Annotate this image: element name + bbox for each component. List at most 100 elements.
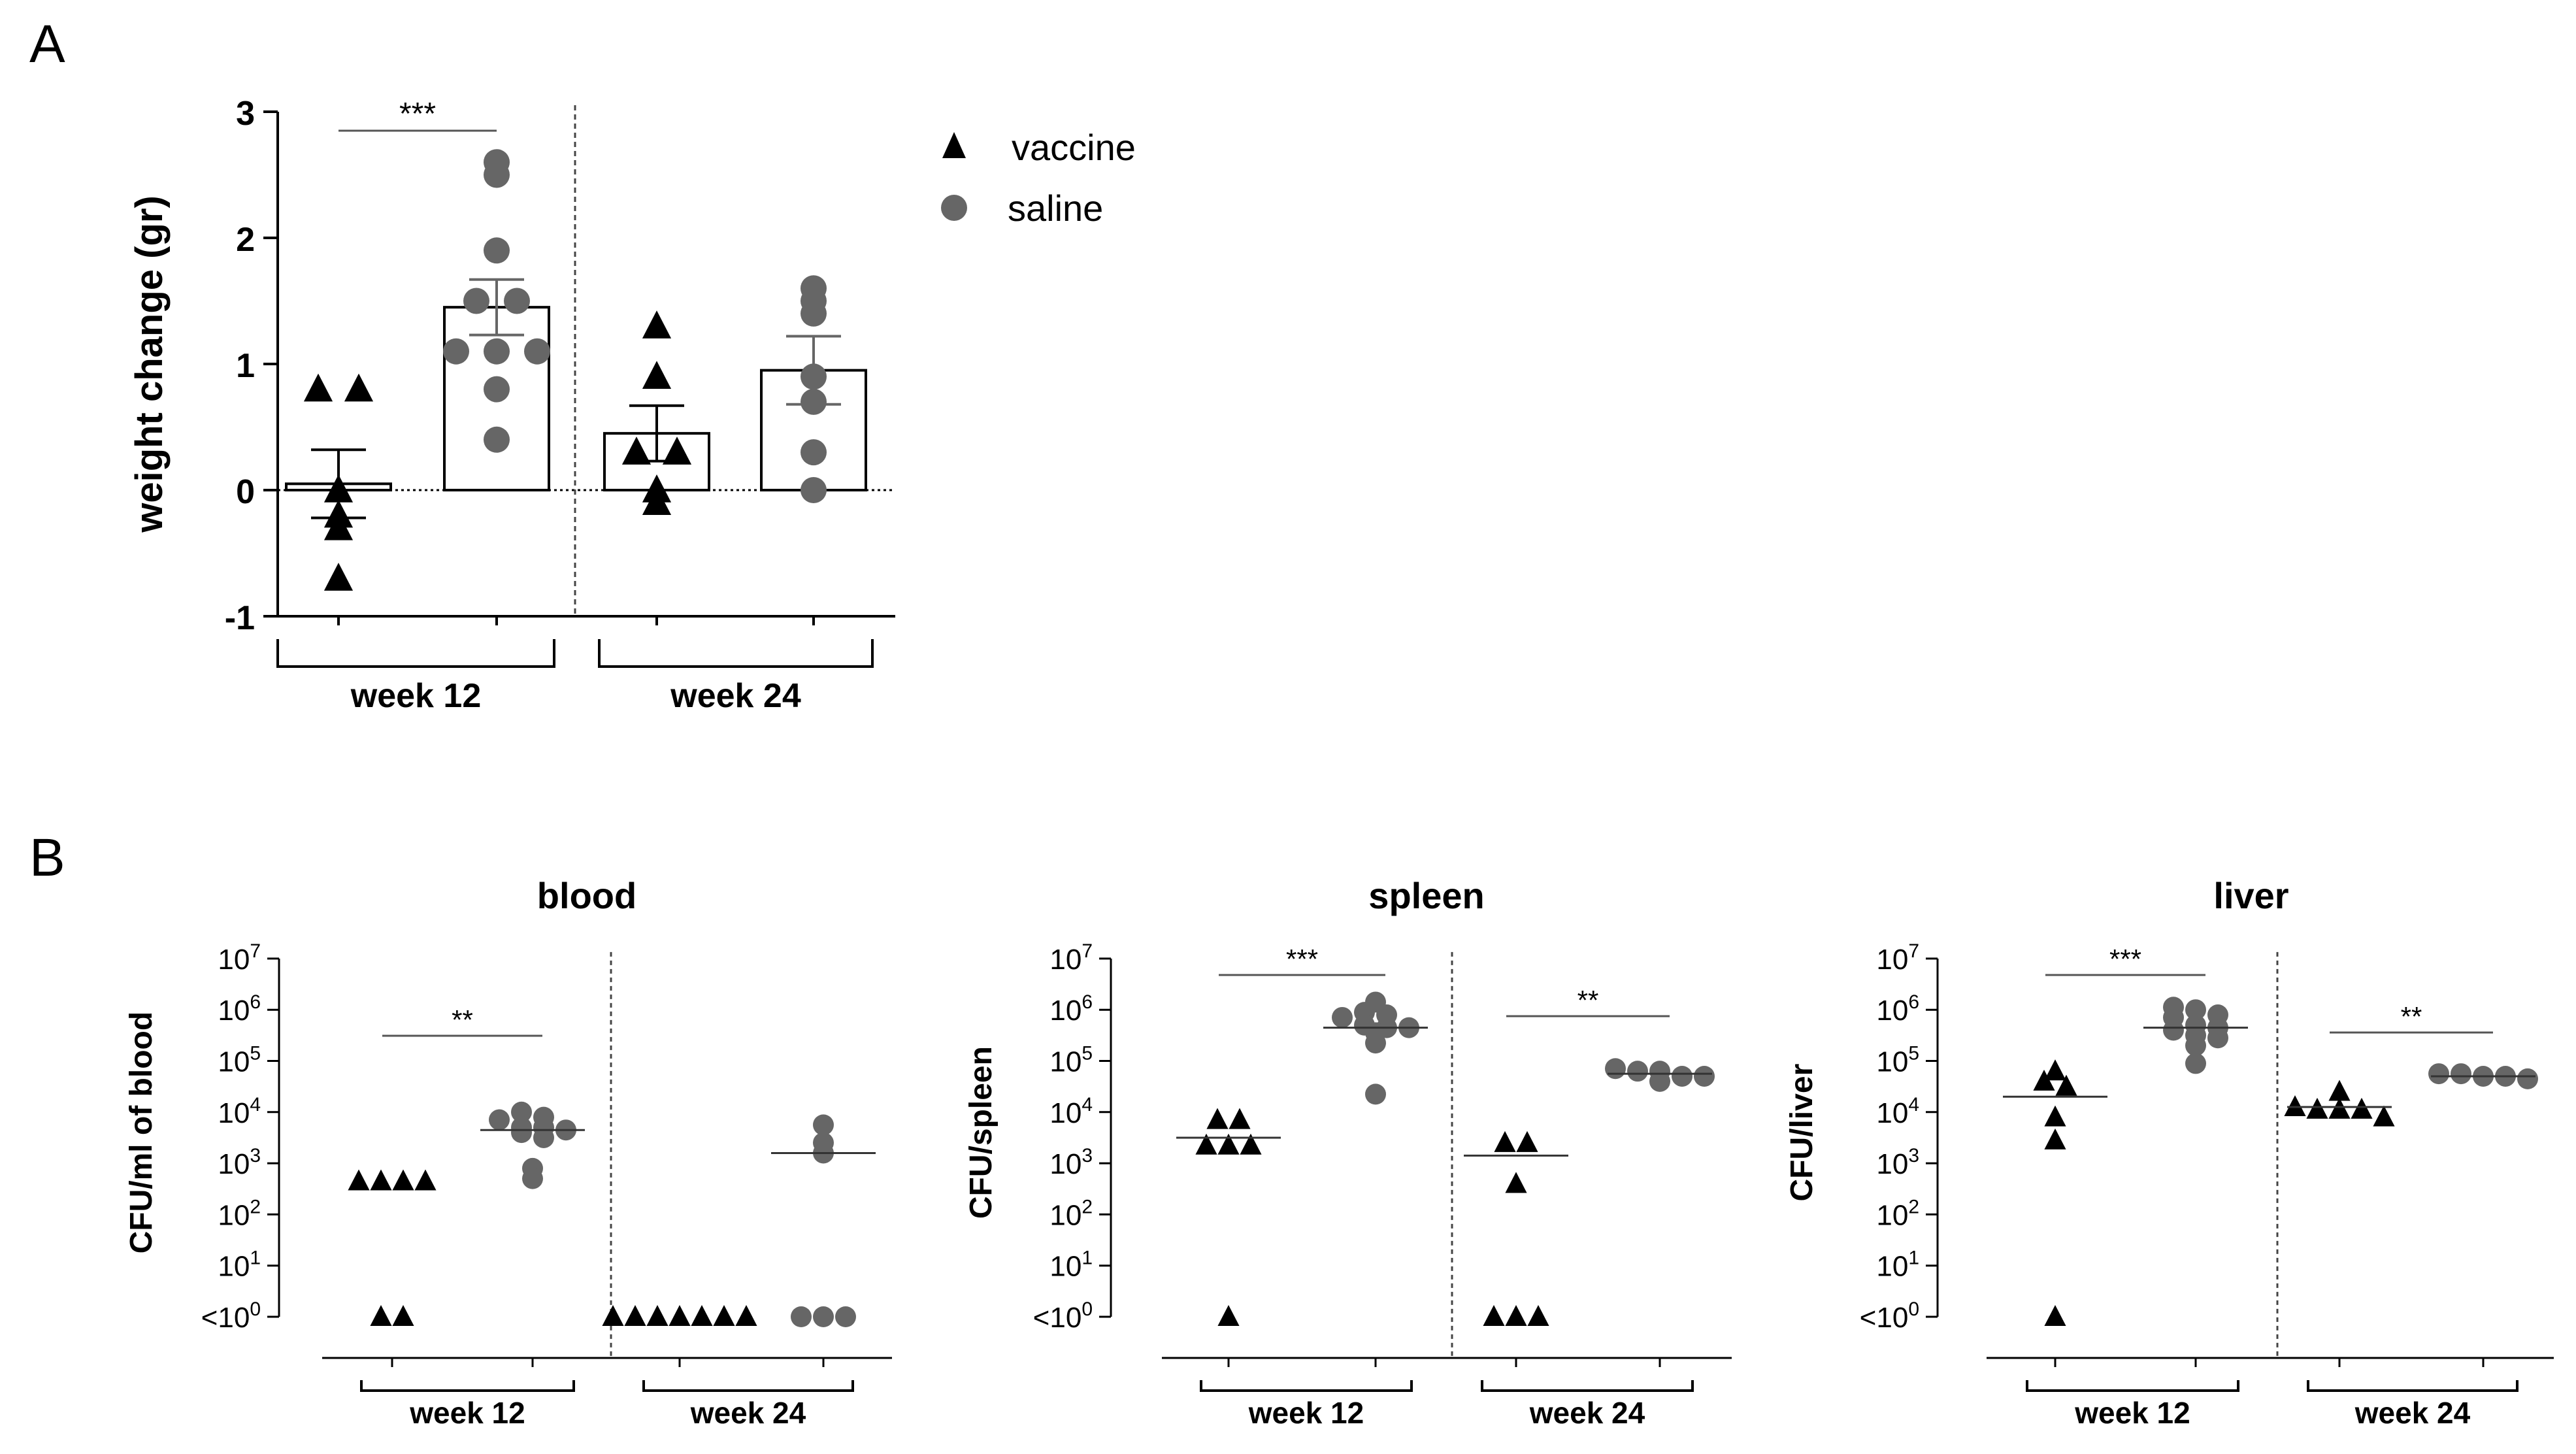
y-axis-label: CFU/spleen [964,1046,999,1219]
y-tick-label: 106 [1876,991,1919,1027]
legend-saline-label: saline [1008,188,1103,229]
y-axis-label: CFU/liver [1785,1064,1819,1202]
data-point-vaccine [624,1305,646,1327]
liver-cfu-chart: liver <100 101 102 103 104 105 106 107 CFU/liver *… [1785,875,2554,1430]
data-point-saline [524,338,550,365]
data-point-saline [484,161,510,188]
blood-cfu-chart: blood <100 101 102 103 104 105 106 107 CFU/ml of … [124,875,892,1430]
data-point-saline [1694,1065,1715,1087]
data-point-vaccine [713,1305,735,1327]
group-bracket [1200,1380,1413,1392]
y-tick-label: 106 [218,991,261,1027]
data-point-vaccine [370,1305,392,1327]
data-point-vaccine [662,437,692,465]
data-point-saline [2207,1027,2228,1049]
data-point-vaccine [2373,1105,2395,1127]
data-point-saline [1365,1033,1386,1054]
group-bracket [2307,1380,2518,1392]
y-tick-label: 101 [1049,1247,1093,1283]
data-point-vaccine [735,1305,757,1327]
y-tick-label: 107 [1876,940,1919,976]
data-point-saline [1365,1083,1386,1105]
data-point-vaccine [642,487,672,516]
data-point-vaccine [2033,1069,2055,1091]
legend: vaccine saline [941,127,1136,229]
data-point-vaccine [2044,1305,2066,1327]
y-tick-label: 105 [218,1043,261,1078]
data-point-saline [813,1306,834,1327]
data-point-saline [2517,1068,2538,1089]
group-bracket [1481,1380,1694,1392]
data-point-saline [489,1109,510,1131]
data-point-vaccine [2044,1128,2066,1149]
weight-change-chart: -1 0 1 2 3 weight change (gr) *** week 12 week 2… [128,95,895,715]
data-point-saline [511,1101,532,1123]
legend-vaccine-marker [942,132,966,158]
group-label: week 24 [670,677,801,715]
data-point-vaccine [323,563,354,591]
y-tick-label: 0 [236,473,255,511]
data-point-saline [484,426,510,453]
data-point-saline [2451,1063,2471,1085]
data-point-saline [443,338,469,365]
y-axis-label: weight change (gr) [128,195,171,533]
group-bracket [642,1380,854,1392]
data-point-vaccine [1527,1305,1549,1327]
data-point-vaccine [2055,1074,2077,1096]
data-point-vaccine [1516,1131,1538,1152]
data-point-vaccine [2044,1105,2066,1127]
significance-label: *** [1286,944,1318,974]
data-point-vaccine [2328,1097,2351,1119]
data-point-saline [2185,1053,2206,1074]
group-label: week 12 [350,677,482,715]
data-point-vaccine [348,1169,370,1191]
y-tick-label: 107 [218,940,261,976]
data-point-vaccine [1240,1133,1262,1155]
y-tick-label: 102 [1049,1196,1093,1231]
data-point-saline [533,1127,554,1148]
data-point-saline [801,439,827,466]
data-point-saline [1605,1058,1626,1080]
y-tick-label: 3 [236,95,255,133]
data-point-vaccine [1217,1305,1240,1327]
data-point-saline [1649,1070,1670,1092]
y-tick-label: 2 [236,221,255,259]
data-point-saline [2163,1019,2184,1041]
data-point-vaccine [2044,1059,2066,1081]
data-point-saline [2185,1035,2206,1057]
data-point-vaccine [646,1305,669,1327]
y-axis-label: CFU/ml of blood [124,1012,159,1254]
data-point-saline [813,1114,834,1136]
data-point-saline [801,300,827,327]
data-point-saline [1672,1065,1693,1087]
data-point-saline [484,376,510,403]
data-point-vaccine [1483,1305,1505,1327]
data-point-vaccine [392,1169,414,1191]
y-tick-label: 101 [1876,1247,1919,1283]
data-point-saline [791,1306,812,1327]
data-point-vaccine [414,1169,437,1191]
bar-saline [760,369,867,492]
group-label: week 12 [1248,1396,1364,1430]
group-label: week 24 [1529,1396,1645,1430]
data-point-vaccine [642,361,672,389]
group-bracket [2026,1380,2239,1392]
data-point-saline [835,1306,856,1327]
y-tick-label: -1 [225,599,255,637]
y-tick-label: 104 [1049,1094,1093,1129]
chart-title: blood [537,875,636,916]
data-point-vaccine [1217,1133,1240,1155]
group-label: week 24 [690,1396,806,1430]
y-tick-label: 105 [1876,1043,1919,1078]
data-point-saline [1332,1006,1353,1028]
data-point-saline [1627,1061,1648,1082]
data-point-vaccine [642,310,672,339]
data-point-saline [801,477,827,503]
significance-label: *** [399,97,436,131]
y-tick-label: <100 [1860,1298,1919,1334]
data-point-vaccine [392,1305,414,1327]
significance-label: *** [2109,944,2141,974]
group-label: week 12 [2074,1396,2190,1430]
y-tick-label: 101 [218,1247,261,1283]
